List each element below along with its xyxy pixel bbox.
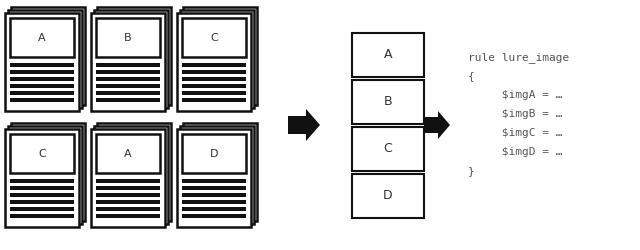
Bar: [10, 193, 74, 197]
Bar: [96, 63, 160, 67]
Text: D: D: [383, 189, 393, 202]
Text: }: }: [468, 166, 475, 176]
Bar: [10, 179, 74, 183]
Bar: [96, 193, 160, 197]
Bar: [96, 98, 160, 102]
Bar: [94, 126, 168, 224]
Bar: [11, 123, 85, 221]
Bar: [94, 10, 168, 108]
Bar: [352, 174, 424, 218]
Bar: [96, 179, 160, 183]
Bar: [180, 10, 254, 108]
Bar: [97, 7, 171, 105]
Text: A: A: [124, 148, 132, 158]
Bar: [352, 32, 424, 76]
Bar: [5, 129, 79, 227]
Bar: [10, 186, 74, 190]
Bar: [352, 80, 424, 124]
Bar: [96, 91, 160, 95]
Bar: [96, 134, 160, 173]
Text: D: D: [210, 148, 218, 158]
Bar: [96, 77, 160, 81]
Bar: [10, 214, 74, 218]
Bar: [10, 207, 74, 211]
Bar: [96, 207, 160, 211]
Bar: [96, 18, 160, 57]
Bar: [91, 129, 165, 227]
Bar: [182, 77, 246, 81]
Text: C: C: [383, 142, 392, 155]
Bar: [182, 18, 246, 57]
Bar: [182, 63, 246, 67]
Polygon shape: [424, 111, 450, 139]
Bar: [182, 70, 246, 74]
Text: $imgA = …: $imgA = …: [468, 90, 563, 100]
Text: {: {: [468, 71, 475, 81]
Bar: [182, 179, 246, 183]
Bar: [177, 13, 251, 111]
Bar: [5, 13, 79, 111]
Bar: [10, 18, 74, 57]
Bar: [96, 214, 160, 218]
Bar: [182, 186, 246, 190]
Text: C: C: [38, 148, 46, 158]
Bar: [10, 91, 74, 95]
Bar: [96, 70, 160, 74]
Bar: [10, 84, 74, 88]
Text: A: A: [38, 32, 46, 42]
Bar: [182, 91, 246, 95]
Bar: [10, 63, 74, 67]
Bar: [8, 10, 82, 108]
Bar: [182, 193, 246, 197]
Bar: [97, 123, 171, 221]
Bar: [10, 200, 74, 204]
Bar: [96, 186, 160, 190]
Bar: [11, 7, 85, 105]
Bar: [8, 126, 82, 224]
Bar: [182, 98, 246, 102]
Polygon shape: [288, 109, 320, 141]
Text: C: C: [210, 32, 218, 42]
Bar: [10, 98, 74, 102]
Text: $imgD = …: $imgD = …: [468, 147, 563, 157]
Bar: [182, 200, 246, 204]
Bar: [183, 123, 257, 221]
Bar: [96, 84, 160, 88]
Bar: [96, 200, 160, 204]
Bar: [10, 134, 74, 173]
Bar: [177, 129, 251, 227]
Bar: [91, 13, 165, 111]
Text: rule lure_image: rule lure_image: [468, 52, 569, 63]
Bar: [182, 84, 246, 88]
Bar: [10, 70, 74, 74]
Text: $imgC = …: $imgC = …: [468, 128, 563, 138]
Bar: [183, 7, 257, 105]
Bar: [352, 126, 424, 170]
Bar: [10, 77, 74, 81]
Text: B: B: [384, 95, 392, 108]
Text: A: A: [384, 48, 392, 61]
Text: $imgB = …: $imgB = …: [468, 109, 563, 119]
Bar: [180, 126, 254, 224]
Bar: [182, 214, 246, 218]
Text: B: B: [124, 32, 132, 42]
Bar: [182, 134, 246, 173]
Bar: [182, 207, 246, 211]
